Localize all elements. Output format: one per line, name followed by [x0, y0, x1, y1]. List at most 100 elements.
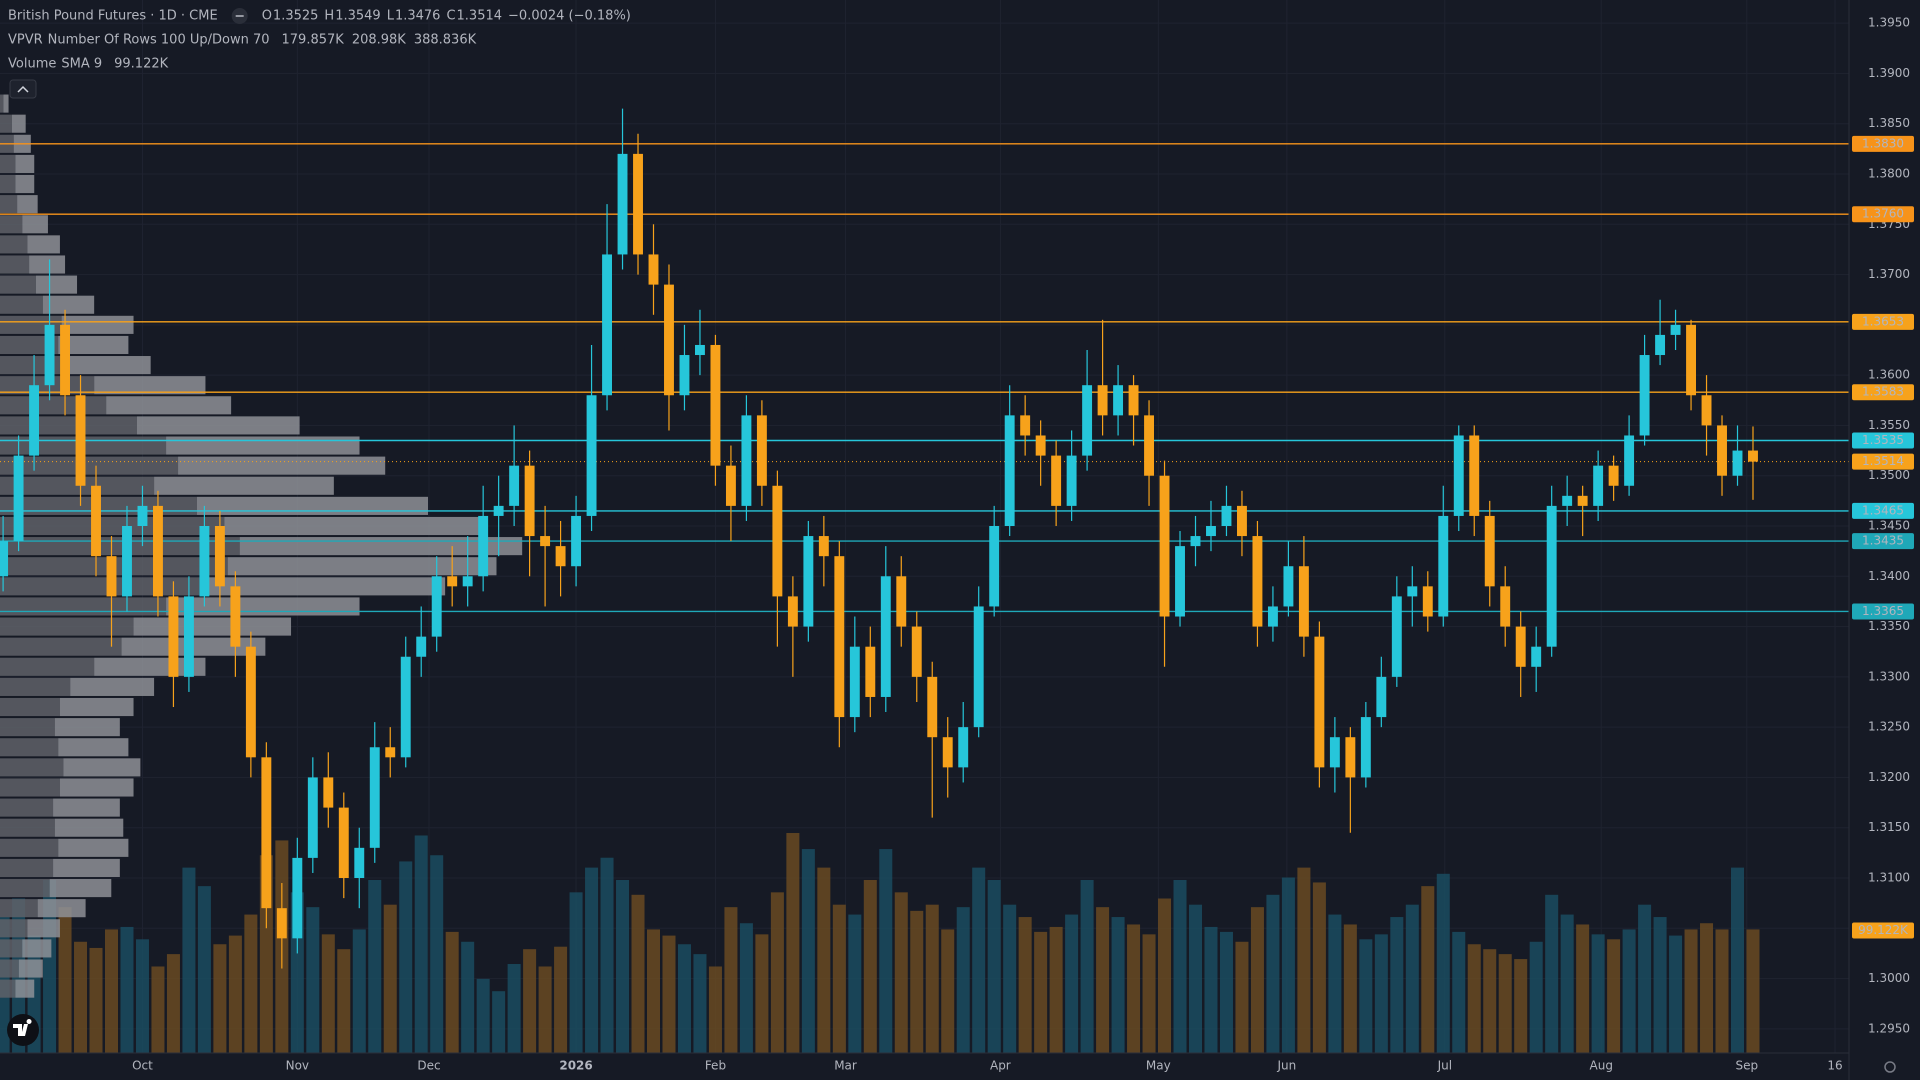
volume-bar — [1390, 917, 1404, 1053]
candle-body — [1391, 596, 1402, 677]
volume-bar — [399, 861, 413, 1053]
legend-text: 208.98K — [352, 33, 406, 48]
candle-body — [1206, 525, 1216, 537]
profile-up-bar — [0, 617, 134, 636]
candle-body — [1469, 435, 1480, 516]
volume-bar — [244, 914, 258, 1053]
level-label-box — [1852, 135, 1914, 152]
candle-body — [416, 636, 427, 657]
volume-bar — [693, 954, 707, 1053]
profile-down-bar — [63, 758, 141, 777]
levels — [0, 143, 1849, 613]
volume-bar — [925, 904, 939, 1053]
profile-up-bar — [0, 959, 19, 978]
candle-body — [122, 525, 132, 597]
volume-bar — [166, 954, 180, 1053]
candles — [0, 108, 1758, 969]
volume-bar — [523, 949, 537, 1053]
candle-body — [834, 556, 845, 718]
profile-up-bar — [0, 738, 59, 757]
volume-bar — [1622, 929, 1636, 1053]
y-tick-label: 1.3300 — [1868, 669, 1910, 683]
volume-bar — [646, 929, 661, 1053]
profile-up-bar — [0, 798, 54, 817]
settings-gear[interactable] — [1884, 1061, 1896, 1073]
hide-button-icon[interactable] — [235, 15, 244, 17]
y-tick-label: 1.3600 — [1868, 368, 1910, 382]
legend-text: 179.857K — [282, 33, 345, 48]
x-tick-label: Dec — [417, 1059, 440, 1073]
legend-text: SMA 9 — [61, 57, 102, 72]
volume-bar — [1219, 931, 1233, 1053]
candle-body — [1717, 425, 1727, 476]
profile-down-bar — [227, 557, 497, 576]
volume-bar — [972, 867, 986, 1053]
profile-up-bar — [0, 516, 225, 536]
legend-text: VPVR — [8, 33, 43, 48]
profile-down-bar — [224, 516, 488, 536]
level-label: 1.3830 — [1862, 136, 1904, 150]
collapse-chevron[interactable] — [17, 85, 29, 93]
legend-text: H — [324, 9, 334, 24]
candle-body — [91, 485, 101, 557]
profile-up-bar — [0, 295, 43, 314]
volume-bar — [58, 907, 72, 1053]
y-tick-label: 1.3100 — [1868, 871, 1910, 885]
volume-bar — [1514, 959, 1528, 1053]
candle-body — [1221, 505, 1232, 526]
candle-body — [369, 747, 380, 848]
profile-up-bar — [0, 154, 16, 173]
candle-body — [756, 415, 767, 486]
candle-body — [183, 596, 194, 677]
volume-profile — [0, 94, 523, 998]
y-tick-label: 1.3250 — [1868, 720, 1910, 734]
volume-bar — [894, 892, 908, 1053]
candle-body — [1422, 586, 1433, 617]
candle-body — [1159, 475, 1170, 617]
y-tick-label: 1.3900 — [1868, 66, 1910, 80]
profile-up-bar — [0, 235, 28, 254]
candle-body — [617, 153, 628, 255]
profile-down-bar — [22, 215, 48, 234]
last-price-label: 1.3514 — [1862, 454, 1904, 468]
volume-bar — [538, 966, 552, 1053]
candle-body — [1066, 455, 1077, 506]
collapse-button-box[interactable] — [9, 79, 37, 99]
logo-mark[interactable] — [13, 1019, 32, 1036]
profile-down-bar — [53, 798, 120, 817]
profile-down-bar — [53, 858, 120, 878]
logo[interactable] — [7, 1014, 39, 1046]
candle-body — [1252, 536, 1263, 627]
volume-bar — [1142, 934, 1156, 1053]
profile-up-bar — [0, 677, 71, 696]
volume-bar — [956, 907, 970, 1053]
candle-body — [1608, 465, 1619, 486]
level-label: 1.3653 — [1862, 314, 1904, 328]
profile-down-bar — [15, 979, 35, 998]
candle-body — [1004, 415, 1015, 526]
profile-down-bar — [58, 838, 129, 857]
candle-body — [354, 847, 365, 879]
candle-body — [787, 596, 798, 627]
volume-bar — [151, 966, 165, 1053]
profile-down-bar — [54, 818, 124, 837]
candle-body — [493, 505, 504, 516]
volume-bar — [1529, 941, 1543, 1053]
candle-body — [602, 254, 612, 396]
volume-bar — [213, 944, 227, 1053]
candle-body — [292, 857, 303, 939]
collapse-button[interactable] — [9, 79, 37, 99]
settings-button[interactable] — [1884, 1061, 1896, 1073]
volume-bar — [135, 939, 149, 1053]
candle-body — [540, 536, 551, 547]
candle-body — [1732, 450, 1743, 476]
profile-down-bar — [27, 235, 60, 254]
legend-header: British Pound Futures · 1D · CME O 1.3525 H… — [8, 8, 631, 72]
candle-body — [1144, 415, 1154, 476]
volume-bar — [1560, 914, 1574, 1053]
y-tick-label: 1.3800 — [1868, 166, 1910, 180]
volume-bar — [585, 867, 599, 1053]
volume-bar — [1235, 941, 1249, 1053]
volume-bar — [801, 849, 815, 1053]
profile-up-bar — [0, 657, 95, 676]
